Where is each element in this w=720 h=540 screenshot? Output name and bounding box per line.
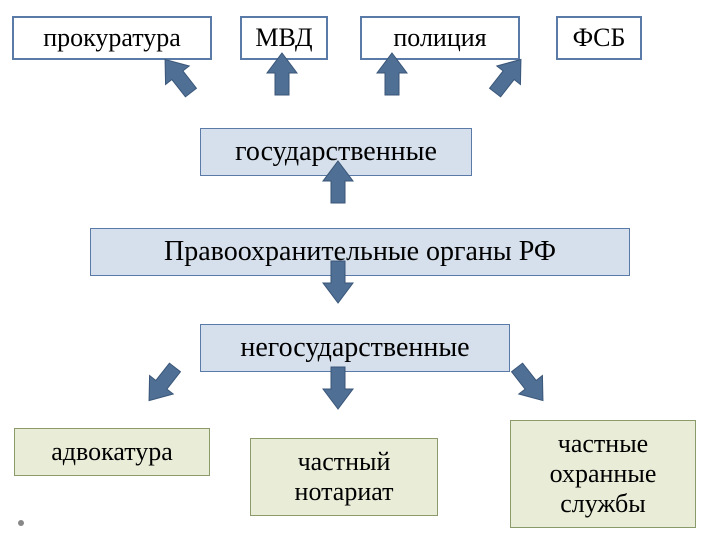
arrow-center-nongov bbox=[313, 257, 363, 307]
arrow-nongov-advokatura bbox=[137, 359, 187, 409]
arrow-gov-fsb bbox=[483, 51, 533, 101]
node-notariat: частный нотариат bbox=[250, 438, 438, 516]
label-notariat: частный нотариат bbox=[295, 447, 394, 507]
arrow-gov-mvd bbox=[257, 49, 307, 99]
label-ohrannye: частные охранные службы bbox=[550, 429, 657, 519]
arrow-nongov-notariat bbox=[313, 363, 363, 413]
arrow-gov-politsiya bbox=[367, 49, 417, 99]
node-fsb: ФСБ bbox=[556, 16, 642, 60]
bullet-dot bbox=[18, 520, 24, 526]
arrow-nongov-ohrannye bbox=[505, 359, 555, 409]
node-advokatura: адвокатура bbox=[14, 428, 210, 476]
arrow-center-gov bbox=[313, 157, 363, 207]
arrow-gov-prokuratura bbox=[153, 51, 203, 101]
node-ohrannye: частные охранные службы bbox=[510, 420, 696, 528]
label-prokuratura: прокуратура bbox=[43, 23, 181, 53]
label-fsb: ФСБ bbox=[573, 23, 626, 53]
label-negosudarstvennye: негосударственные bbox=[240, 332, 469, 364]
label-advokatura: адвокатура bbox=[51, 437, 173, 467]
